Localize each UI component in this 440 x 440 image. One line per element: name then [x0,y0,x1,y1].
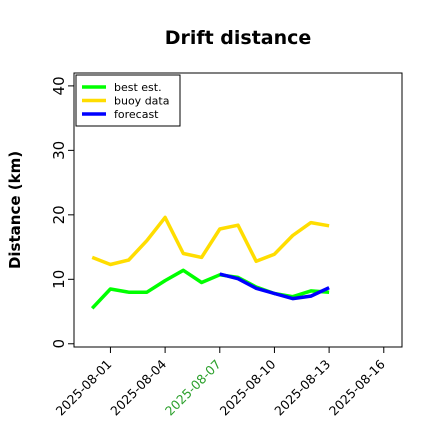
legend-label: forecast [114,108,159,121]
series-layer [90,215,330,310]
chart-title: Drift distance [165,27,312,49]
legend-label: buoy data [114,95,169,108]
x-tick-label: 2025-08-10 [217,356,279,418]
x-tick-label: 2025-08-16 [326,356,388,418]
y-axis-label: Distance (km) [6,151,24,269]
legend-label: best est. [114,81,162,94]
x-tick-label: 2025-08-13 [271,357,333,419]
y-tick-label: 0 [50,339,68,349]
y-tick-label: 10 [50,270,68,289]
series-line-3 [219,272,330,301]
series-line-2 [91,215,330,267]
x-tick-label: 2025-08-07 [162,357,224,419]
y-axis-ticks: 0 10 20 30 40 [50,76,74,349]
y-tick-label: 30 [50,141,68,160]
y-tick-label: 40 [50,76,68,95]
series-line-1 [90,268,330,310]
y-tick-label: 20 [50,205,68,224]
x-tick-label: 2025-08-04 [107,356,169,418]
x-tick-label: 2025-08-01 [53,357,115,419]
x-axis-ticks: 2025-08-012025-08-042025-08-072025-08-10… [53,347,388,418]
plot-area-frame [73,72,403,348]
